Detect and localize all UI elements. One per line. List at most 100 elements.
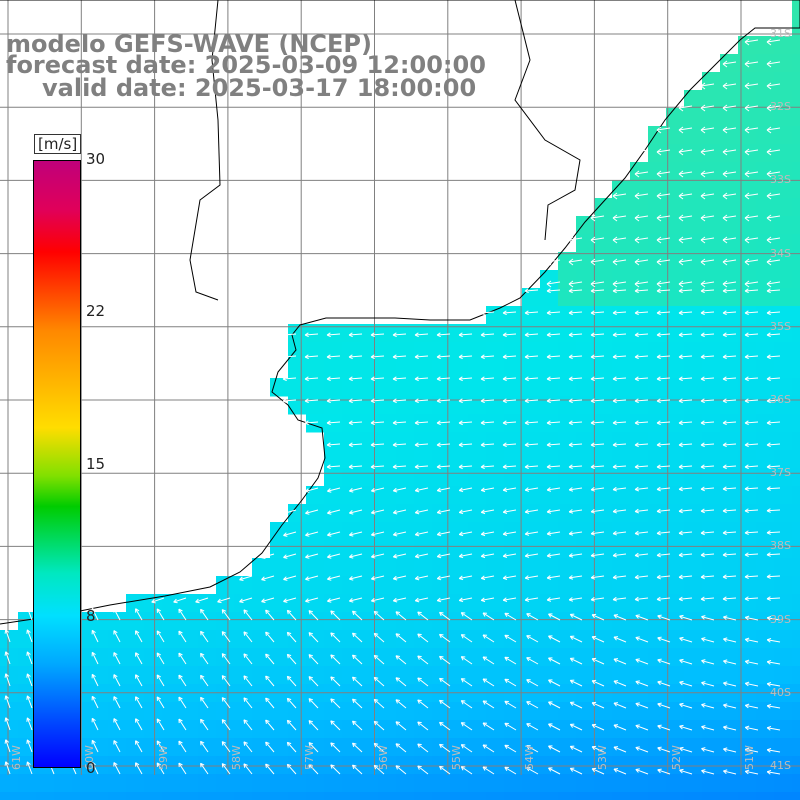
wind-arrow (766, 354, 781, 360)
wind-arrow (634, 486, 649, 492)
field-cell (594, 504, 613, 523)
field-cell (270, 792, 289, 800)
field-cell (216, 594, 235, 613)
field-cell (756, 414, 775, 433)
field-cell (450, 342, 469, 361)
wind-arrow (283, 575, 297, 581)
wind-arrow (723, 703, 737, 709)
field-cell (648, 306, 667, 325)
field-cell (684, 612, 703, 631)
wind-arrow (502, 310, 517, 316)
wind-arrow (612, 214, 627, 222)
field-cell (360, 378, 379, 397)
field-cell (216, 576, 235, 595)
wind-arrow (744, 82, 759, 90)
field-cell (774, 72, 793, 91)
wind-arrow (178, 740, 187, 753)
wind-arrow (217, 597, 231, 604)
field-cell (684, 324, 703, 343)
field-cell (504, 396, 523, 415)
wind-arrow (634, 236, 649, 244)
field-cell (288, 522, 307, 541)
field-cell (342, 558, 361, 577)
wind-arrow (370, 464, 385, 470)
field-cell (324, 342, 343, 361)
wind-arrow (502, 398, 517, 404)
field-cell (342, 378, 361, 397)
field-cell (702, 162, 721, 181)
field-cell (720, 774, 739, 793)
wind-arrow (91, 717, 99, 731)
field-cell (666, 288, 685, 307)
wind-arrow (352, 676, 363, 687)
field-cell (396, 450, 415, 469)
field-cell (756, 792, 775, 800)
wind-arrow (723, 659, 737, 665)
wind-arrow (548, 745, 561, 753)
field-cell (414, 486, 433, 505)
wind-arrow (113, 608, 121, 621)
wind-arrow (439, 611, 451, 621)
wind-arrow (326, 420, 341, 426)
field-cell (486, 450, 505, 469)
wind-arrow (305, 509, 319, 515)
field-cell (612, 198, 631, 217)
field-cell (360, 738, 379, 757)
field-cell (702, 666, 721, 685)
field-cell (594, 756, 613, 775)
wind-arrow (678, 552, 693, 558)
field-cell (684, 720, 703, 739)
wind-arrow (744, 60, 759, 68)
field-cell (720, 540, 739, 559)
field-cell (702, 72, 721, 91)
wind-arrow (392, 420, 407, 426)
wind-arrow (392, 354, 407, 360)
field-cell (612, 630, 631, 649)
field-cell (162, 738, 181, 757)
wind-arrow (722, 60, 737, 68)
wind-arrow (613, 768, 627, 775)
wind-arrow (326, 354, 341, 360)
wind-arrow (678, 192, 693, 200)
field-cell (450, 720, 469, 739)
wind-arrow (526, 767, 539, 775)
longitude-label: 56W (376, 745, 390, 770)
wind-arrow (308, 698, 319, 709)
field-cell (342, 486, 361, 505)
wind-arrow (504, 656, 517, 665)
field-cell (612, 648, 631, 667)
field-cell (288, 504, 307, 523)
field-cell (522, 522, 541, 541)
wind-arrow (635, 768, 649, 775)
field-cell (324, 576, 343, 595)
colorbar-tick-30: 30 (86, 150, 106, 168)
wind-arrow (568, 509, 583, 514)
field-cell (774, 288, 793, 307)
field-cell (630, 594, 649, 613)
wind-arrow (634, 552, 649, 558)
wind-arrow (4, 695, 11, 709)
field-cell (594, 324, 613, 343)
field-cell (288, 702, 307, 721)
field-cell (414, 720, 433, 739)
wind-arrow (414, 487, 429, 493)
field-cell (594, 774, 613, 793)
field-cell (540, 792, 559, 800)
field-cell (306, 774, 325, 793)
field-cell (396, 432, 415, 451)
field-cell (666, 774, 685, 793)
wind-arrow (722, 288, 737, 294)
field-cell (414, 396, 433, 415)
field-cell (702, 630, 721, 649)
field-cell (198, 666, 217, 685)
wind-arrow (156, 630, 165, 643)
wind-arrow (766, 486, 781, 491)
field-cell (216, 666, 235, 685)
field-cell (594, 270, 613, 289)
wind-arrow (370, 376, 385, 382)
wind-arrow (373, 764, 385, 775)
wind-arrow (722, 508, 737, 514)
field-cell (198, 774, 217, 793)
wind-arrow (678, 398, 693, 404)
field-cell (324, 720, 343, 739)
